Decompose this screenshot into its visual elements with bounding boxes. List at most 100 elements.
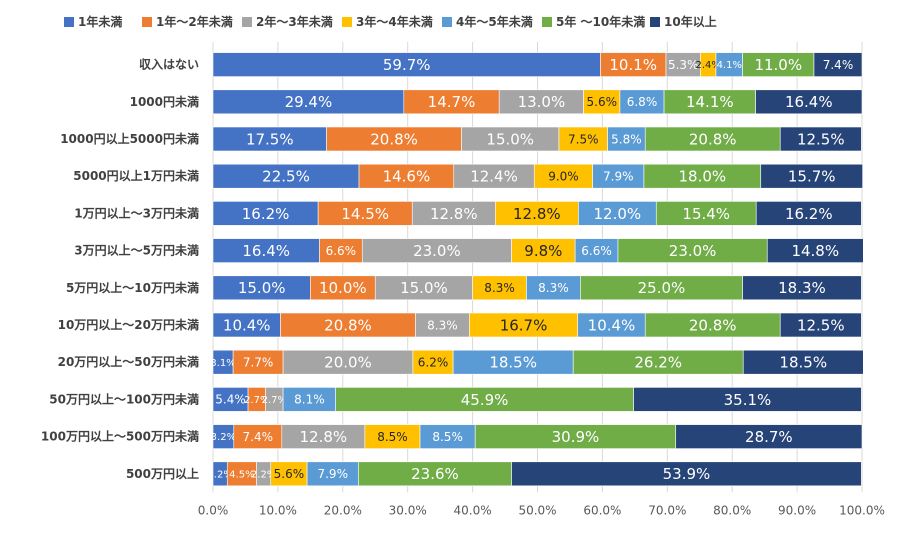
bar-segment xyxy=(572,349,744,375)
data-label: 2.2% xyxy=(251,469,276,480)
bar-segment xyxy=(469,312,579,338)
category-label: 収入はない xyxy=(139,58,199,72)
category-label: 500万円以上 xyxy=(126,466,199,481)
bar-segment xyxy=(766,238,864,263)
data-label: 8.3% xyxy=(484,281,515,295)
data-label: 5.8% xyxy=(611,132,642,146)
bar-segment xyxy=(617,238,768,263)
data-label: 15.7% xyxy=(788,168,836,186)
data-label: 30.9% xyxy=(552,428,600,446)
data-label: 18.0% xyxy=(679,168,727,186)
bar-segment xyxy=(415,312,470,338)
bar-segment xyxy=(644,312,781,338)
category-label: 3万円以上～5万円未満 xyxy=(74,243,199,258)
data-label: 15.0% xyxy=(486,130,534,148)
data-label: 2.4% xyxy=(695,60,720,71)
bar-segment xyxy=(403,89,500,115)
bar-segment xyxy=(779,312,862,338)
data-label: 15.0% xyxy=(400,279,448,297)
x-tick-label: 80.0% xyxy=(713,503,751,517)
bar-segment xyxy=(813,52,863,77)
x-axis-ticks: 0.0% 10.0% 20.0% 30.0% 40.0% 50.0% 60.0% 70.0% 8… xyxy=(198,503,885,517)
data-label: 45.9% xyxy=(461,391,509,409)
legend-label: 1年～2年未満 xyxy=(156,14,233,29)
data-label: 20.8% xyxy=(324,316,372,334)
data-label: 14.1% xyxy=(686,93,734,111)
bar-segment xyxy=(644,126,781,152)
data-label: 15.4% xyxy=(682,205,730,223)
bar-segment xyxy=(498,89,584,115)
data-label: 6.6% xyxy=(326,244,357,258)
bar-segment xyxy=(655,201,757,226)
bar-segment xyxy=(319,238,363,263)
bar-segment xyxy=(212,201,319,226)
x-tick-label: 40.0% xyxy=(454,503,492,517)
x-tick-label: 30.0% xyxy=(389,503,427,517)
category-label: 10万円以上～20万円未満 xyxy=(58,317,199,332)
data-label: 18.5% xyxy=(489,354,537,372)
bar-segment xyxy=(663,89,756,115)
x-tick-label: 20.0% xyxy=(324,503,362,517)
data-label: 59.7% xyxy=(383,56,431,74)
legend-label: 10年以上 xyxy=(664,14,717,29)
data-label: 20.8% xyxy=(370,130,418,148)
category-labels: 収入はない 1000円未満 1000円以上5000円未満 5000円以上1万円未満 1万… xyxy=(41,58,199,481)
data-label: 25.0% xyxy=(638,279,686,297)
legend-label: 2年～3年未満 xyxy=(256,14,333,29)
data-label: 9.0% xyxy=(548,170,579,184)
data-label: 2.7% xyxy=(244,395,269,406)
legend-swatch xyxy=(64,17,74,27)
data-label: 8.3% xyxy=(427,318,458,332)
data-label: 8.1% xyxy=(294,393,325,407)
bar-segment xyxy=(665,52,701,77)
bar-segment xyxy=(233,424,283,449)
bar-segment xyxy=(212,238,320,263)
bar-segment xyxy=(364,424,421,449)
bar-segment xyxy=(358,461,512,487)
x-tick-label: 70.0% xyxy=(648,503,686,517)
data-label: 16.2% xyxy=(242,205,290,223)
bar-segment xyxy=(592,163,645,189)
bars-layer: 59.7% 10.1% 5.3%2.4%4.1% 11.0% 7.4% 29.4% 14.7… xyxy=(207,52,864,487)
bar-segment xyxy=(580,275,743,301)
data-label: 12.0% xyxy=(593,205,641,223)
x-tick-label: 60.0% xyxy=(583,503,621,517)
bar-segment xyxy=(212,126,327,152)
data-label: 12.5% xyxy=(797,316,845,334)
bar-segment xyxy=(607,126,646,152)
data-label: 20.8% xyxy=(689,316,737,334)
bar-segment xyxy=(511,238,576,263)
data-label: 14.7% xyxy=(428,93,476,111)
data-label: 7.4% xyxy=(823,58,854,72)
data-label: 23.0% xyxy=(413,242,461,260)
data-label: 2.2% xyxy=(207,469,232,480)
category-label: 100万円以上～500万円未満 xyxy=(41,429,199,444)
data-label: 14.5% xyxy=(341,205,389,223)
data-label: 5.4% xyxy=(215,393,246,407)
bar-segment xyxy=(779,126,862,152)
data-label: 16.4% xyxy=(785,93,833,111)
data-label: 12.8% xyxy=(300,428,348,446)
x-tick-label: 50.0% xyxy=(518,503,556,517)
legend-swatch xyxy=(342,17,352,27)
bar-segment xyxy=(511,461,862,487)
bar-segment xyxy=(472,275,527,301)
bar-segment xyxy=(742,349,864,375)
data-label: 22.5% xyxy=(262,168,310,186)
bar-segment xyxy=(374,275,473,301)
data-label: 23.0% xyxy=(669,242,717,260)
bar-segment xyxy=(574,238,619,263)
data-label: 26.2% xyxy=(634,354,682,372)
data-label: 2.7% xyxy=(262,395,287,406)
data-label: 28.7% xyxy=(745,428,793,446)
data-label: 7.7% xyxy=(243,356,274,370)
bar-segment xyxy=(282,387,336,412)
bar-segment xyxy=(212,52,601,77)
category-label: 5万円以上～10万円未満 xyxy=(66,280,199,295)
data-label: 7.4% xyxy=(243,430,274,444)
data-label: 4.1% xyxy=(717,60,742,71)
bar-segment xyxy=(577,312,646,338)
bar-segment xyxy=(619,89,665,115)
data-label: 12.4% xyxy=(470,168,518,186)
